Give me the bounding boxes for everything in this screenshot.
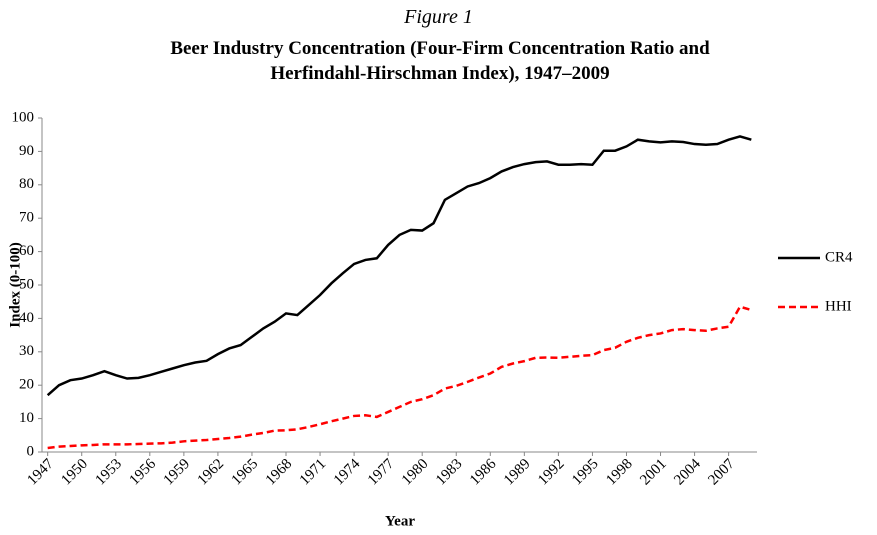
- x-tick-label: 1971: [297, 456, 330, 489]
- x-tick-label: 1968: [263, 456, 296, 489]
- y-tick-label: 50: [19, 276, 34, 292]
- y-tick-label: 100: [12, 109, 35, 125]
- x-tick-label: 1950: [58, 456, 91, 489]
- x-tick-label: 1974: [331, 456, 364, 489]
- x-tick-label: 1947: [24, 456, 57, 489]
- x-tick-label: 1989: [501, 456, 534, 489]
- figure-label: Figure 1: [404, 6, 473, 28]
- line: [47, 305, 752, 450]
- x-axis-label: Year: [385, 513, 415, 529]
- x-tick-label: 1998: [603, 456, 636, 489]
- y-tick-label: 60: [19, 243, 34, 259]
- y-axis-label: Index (0-100): [7, 242, 23, 327]
- chart-title: Beer Industry Concentration (Four-Firm C…: [170, 38, 710, 84]
- x-tick-label: 1986: [467, 456, 500, 489]
- x-tick-label: 1956: [127, 456, 160, 489]
- y-tick-label: 90: [19, 143, 34, 159]
- y-tick-label: 30: [19, 343, 34, 359]
- x-tick-label: 1995: [569, 456, 602, 489]
- x-tick-label: 1983: [433, 456, 466, 489]
- x-tick-label: 1992: [535, 456, 568, 489]
- x-tick-label: 1959: [161, 456, 194, 489]
- x-tick-label: 1980: [399, 456, 432, 489]
- legend-label: HHI: [825, 298, 852, 314]
- y-tick-label: 70: [19, 210, 34, 226]
- x-tick-label: 2004: [671, 456, 704, 489]
- legend-label: CR4: [825, 249, 853, 265]
- y-tick-label: 10: [19, 410, 34, 426]
- x-tick-label: 2007: [705, 456, 738, 489]
- y-tick-label: 20: [19, 377, 34, 393]
- x-tick-label: 1962: [195, 456, 228, 489]
- y-tick-label: 0: [27, 443, 35, 459]
- x-tick-label: 1977: [365, 456, 398, 489]
- x-tick-label: 1953: [93, 456, 126, 489]
- x-tick-label: 1965: [229, 456, 262, 489]
- line: [46, 135, 752, 397]
- y-tick-label: 40: [19, 310, 34, 326]
- x-tick-label: 2001: [637, 456, 670, 489]
- y-tick-label: 80: [19, 176, 34, 192]
